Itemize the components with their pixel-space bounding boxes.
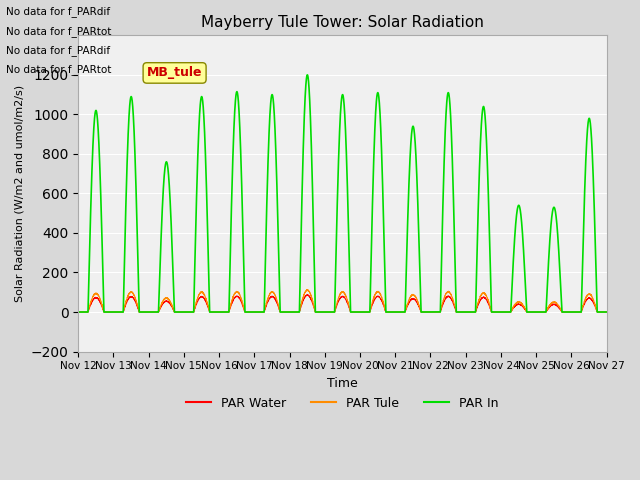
PAR In [303,72,311,78]
PAR Water [170,309,178,314]
PAR Tule [170,308,178,314]
PAR Tule [418,309,426,315]
PAR Water [603,309,611,315]
PAR In [509,269,516,275]
Legend: PAR Water, PAR Tule, PAR In: PAR Water, PAR Tule, PAR In [181,392,504,415]
Text: No data for f_PARtot: No data for f_PARtot [6,64,112,75]
PAR Tule [303,287,311,293]
Text: No data for f_PARdif: No data for f_PARdif [6,45,111,56]
PAR Tule [509,305,516,311]
PAR Water [391,309,399,315]
PAR In [603,309,611,315]
PAR Water [418,309,426,315]
PAR Tule [468,309,476,315]
PAR Water [303,292,311,298]
Line: PAR In: PAR In [78,75,607,312]
PAR Water [74,309,82,315]
Text: MB_tule: MB_tule [147,66,202,79]
PAR In [391,309,399,315]
PAR Tule [603,309,611,315]
PAR In [468,309,476,315]
X-axis label: Time: Time [327,377,358,390]
PAR Water [276,309,284,315]
PAR In [74,309,82,315]
Title: Mayberry Tule Tower: Solar Radiation: Mayberry Tule Tower: Solar Radiation [201,15,484,30]
PAR Tule [391,309,399,315]
PAR Water [509,306,516,312]
PAR Tule [276,309,284,315]
Line: PAR Tule: PAR Tule [78,290,607,312]
Text: No data for f_PARtot: No data for f_PARtot [6,25,112,36]
PAR In [170,303,178,309]
PAR Water [468,309,476,315]
Line: PAR Water: PAR Water [78,295,607,312]
PAR In [418,309,426,315]
Text: No data for f_PARdif: No data for f_PARdif [6,6,111,17]
Y-axis label: Solar Radiation (W/m2 and umol/m2/s): Solar Radiation (W/m2 and umol/m2/s) [15,85,25,302]
PAR In [276,309,284,315]
PAR Tule [74,309,82,315]
